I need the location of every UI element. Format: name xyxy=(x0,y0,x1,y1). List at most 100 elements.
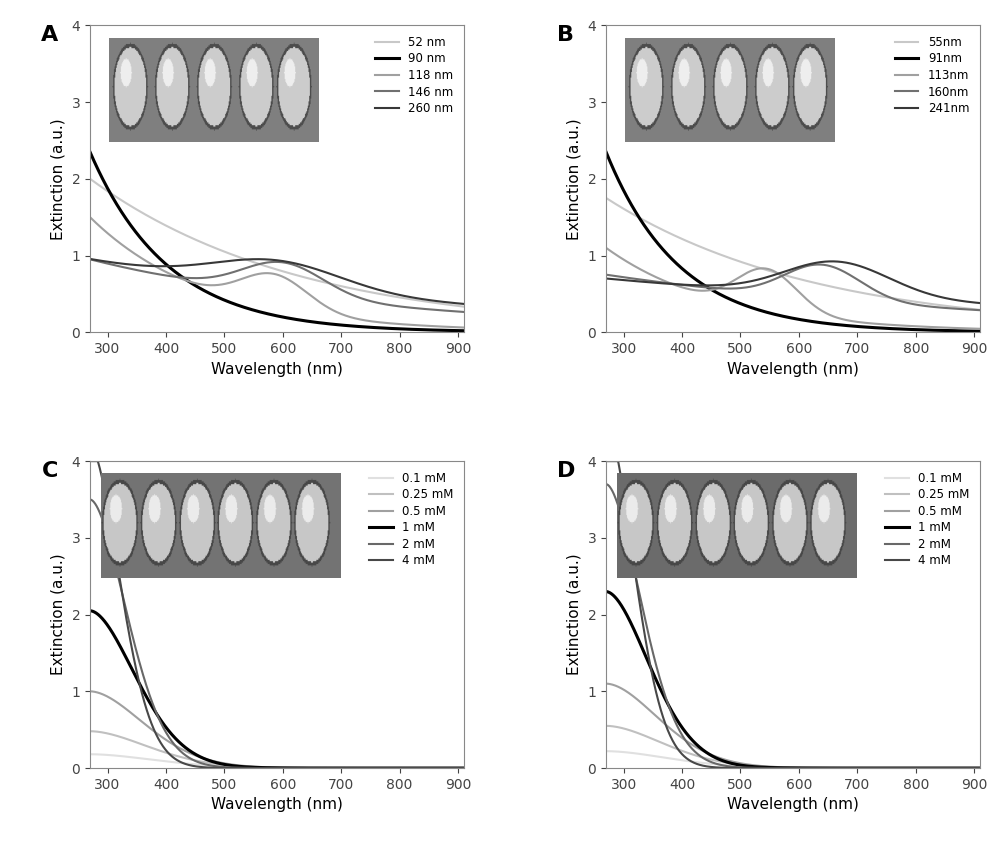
Legend: 0.1 mM, 0.25 mM, 0.5 mM, 1 mM, 2 mM, 4 mM: 0.1 mM, 0.25 mM, 0.5 mM, 1 mM, 2 mM, 4 m… xyxy=(880,467,974,572)
91nm xyxy=(623,196,635,206)
1 mM xyxy=(107,629,119,639)
241nm xyxy=(974,298,986,308)
2 mM xyxy=(974,763,986,773)
0.25 mM xyxy=(368,763,380,773)
4 mM xyxy=(922,763,934,773)
Legend: 52 nm, 90 nm, 118 nm, 146 nm, 260 nm: 52 nm, 90 nm, 118 nm, 146 nm, 260 nm xyxy=(370,31,458,120)
0.1 mM xyxy=(623,748,635,758)
0.1 mM xyxy=(322,763,334,773)
0.25 mM xyxy=(406,763,418,773)
1 mM xyxy=(623,614,635,625)
2 mM xyxy=(301,763,313,773)
0.25 mM xyxy=(107,730,119,740)
Text: C: C xyxy=(41,461,58,481)
1 mM xyxy=(311,763,323,773)
X-axis label: Wavelength (nm): Wavelength (nm) xyxy=(211,798,343,812)
52 nm xyxy=(406,295,418,305)
0.5 mM xyxy=(458,763,470,773)
91nm xyxy=(827,319,839,329)
Line: 91nm: 91nm xyxy=(606,152,980,331)
52 nm xyxy=(301,273,313,283)
0.1 mM xyxy=(838,763,850,773)
52 nm xyxy=(84,174,96,184)
0.5 mM xyxy=(623,688,635,698)
Y-axis label: Extinction (a.u.): Extinction (a.u.) xyxy=(567,118,582,240)
90 nm xyxy=(322,319,334,329)
Text: 4mM: 4mM xyxy=(300,532,324,542)
55nm xyxy=(600,193,612,203)
2 mM xyxy=(458,763,470,773)
2 mM xyxy=(884,763,896,773)
Line: 55nm: 55nm xyxy=(606,198,980,310)
241nm xyxy=(826,257,838,267)
160nm xyxy=(884,292,896,302)
0.1 mM xyxy=(301,763,313,773)
1 mM xyxy=(838,763,850,773)
113nm xyxy=(600,243,612,253)
160nm xyxy=(818,260,830,270)
Line: 2 mM: 2 mM xyxy=(606,484,980,768)
118 nm xyxy=(322,302,334,312)
Text: B: B xyxy=(557,25,574,46)
Line: 2 mM: 2 mM xyxy=(90,500,464,768)
113nm xyxy=(884,320,896,330)
Text: 0.1: 0.1 xyxy=(629,532,644,542)
Text: 52: 52 xyxy=(127,96,140,106)
52 nm xyxy=(311,275,323,285)
160nm xyxy=(923,301,935,311)
113nm xyxy=(623,257,635,268)
4 mM xyxy=(974,763,986,773)
0.1 mM xyxy=(600,746,612,756)
2 mM xyxy=(107,550,119,560)
241nm xyxy=(923,289,935,299)
4 mM xyxy=(311,763,323,773)
1 mM xyxy=(827,763,839,773)
X-axis label: Wavelength (nm): Wavelength (nm) xyxy=(727,361,859,376)
Text: 55: 55 xyxy=(643,96,657,106)
0.5 mM xyxy=(600,679,612,689)
1 mM xyxy=(974,763,986,773)
Line: 52 nm: 52 nm xyxy=(90,179,464,306)
146 nm xyxy=(311,271,323,281)
Line: 0.5 mM: 0.5 mM xyxy=(90,691,464,768)
118 nm xyxy=(368,316,380,327)
Text: D: D xyxy=(557,461,576,481)
91nm xyxy=(817,318,829,328)
2 mM xyxy=(406,763,418,773)
Text: 0.5: 0.5 xyxy=(705,532,721,542)
260 nm xyxy=(406,292,418,302)
Text: 0.5: 0.5 xyxy=(189,532,205,542)
Text: 146: 146 xyxy=(241,96,261,106)
146 nm xyxy=(107,260,119,270)
118 nm xyxy=(301,288,313,298)
146 nm xyxy=(322,278,334,288)
Legend: 55nm, 91nm, 113nm, 160nm, 241nm: 55nm, 91nm, 113nm, 160nm, 241nm xyxy=(890,31,974,120)
0.25 mM xyxy=(838,763,850,773)
1 mM xyxy=(406,763,418,773)
55nm xyxy=(623,207,635,217)
Text: 260nm: 260nm xyxy=(271,96,307,106)
1 mM xyxy=(600,587,612,597)
241nm xyxy=(828,257,840,267)
Line: 1 mM: 1 mM xyxy=(90,611,464,768)
52 nm xyxy=(368,288,380,298)
55nm xyxy=(817,279,829,289)
1 mM xyxy=(322,763,334,773)
Line: 0.25 mM: 0.25 mM xyxy=(90,731,464,768)
1 mM xyxy=(301,763,313,773)
Text: 160: 160 xyxy=(757,96,777,106)
241nm xyxy=(623,275,635,285)
55nm xyxy=(827,282,839,292)
52 nm xyxy=(107,190,119,200)
0.1 mM xyxy=(884,763,896,773)
91nm xyxy=(838,320,850,330)
Line: 4 mM: 4 mM xyxy=(606,461,980,768)
0.25 mM xyxy=(884,763,896,773)
90 nm xyxy=(368,322,380,333)
Line: 113nm: 113nm xyxy=(606,248,980,329)
90 nm xyxy=(84,147,96,157)
Text: 1: 1 xyxy=(748,532,754,542)
160nm xyxy=(600,269,612,279)
Line: 118 nm: 118 nm xyxy=(90,217,464,327)
0.25 mM xyxy=(301,763,313,773)
